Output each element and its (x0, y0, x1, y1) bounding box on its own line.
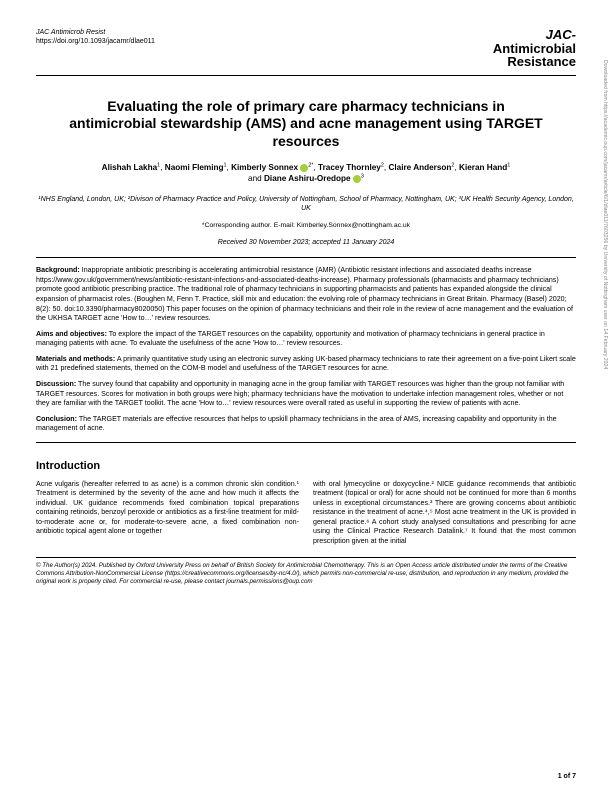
body-columns: Acne vulgaris (hereafter referred to as … (36, 480, 576, 547)
abstract-conclusion: The TARGET materials are effective resou… (36, 415, 557, 433)
abstract-discussion: The survey found that capability and opp… (36, 380, 564, 407)
orcid-icon[interactable] (300, 164, 308, 172)
article-title: Evaluating the role of primary care phar… (64, 98, 548, 151)
abstract-aims: To explore the impact of the TARGET reso… (36, 330, 545, 348)
download-watermark: Downloaded from https://academic.oup.com… (601, 60, 608, 660)
orcid-icon[interactable] (353, 175, 361, 183)
abstract-conclusion-label: Conclusion: (36, 415, 77, 423)
logo-line-2: Antimicrobial (493, 42, 576, 56)
logo-line-1: JAC- (493, 28, 576, 42)
abstract-discussion-label: Discussion: (36, 380, 76, 388)
article-dates: Received 30 November 2023; accepted 11 J… (36, 238, 576, 247)
logo-line-3: Resistance (493, 55, 576, 69)
page-header: JAC Antimicrob Resist https://doi.org/10… (36, 28, 576, 76)
affiliations: ¹NHS England, London, UK; ²Divison of Ph… (36, 195, 576, 213)
introduction-heading: Introduction (36, 459, 576, 474)
abstract-aims-label: Aims and objectives: (36, 330, 107, 338)
abstract-methods-label: Materials and methods: (36, 355, 115, 363)
abstract-background: Inappropriate antibiotic prescribing is … (36, 266, 573, 322)
journal-logo: JAC- Antimicrobial Resistance (493, 28, 576, 69)
body-col-2: with oral lymecycline or doxycycline.² N… (313, 480, 576, 547)
abstract: Background: Inappropriate antibiotic pre… (36, 257, 576, 442)
author-list: Alishah Lakha1, Naomi Fleming1, Kimberly… (36, 162, 576, 184)
journal-info: JAC Antimicrob Resist https://doi.org/10… (36, 28, 155, 47)
abstract-background-label: Background: (36, 266, 80, 274)
abstract-methods: A primarily quantitative study using an … (36, 355, 576, 373)
body-col-1: Acne vulgaris (hereafter referred to as … (36, 480, 299, 547)
copyright-footer: © The Author(s) 2024. Published by Oxfor… (36, 557, 576, 586)
doi-link[interactable]: https://doi.org/10.1093/jacamr/dlae011 (36, 37, 155, 46)
corresponding-author: *Corresponding author. E-mail: Kimberley… (36, 221, 576, 230)
page-number: 1 of 7 (558, 772, 576, 781)
journal-name: JAC Antimicrob Resist (36, 28, 155, 37)
